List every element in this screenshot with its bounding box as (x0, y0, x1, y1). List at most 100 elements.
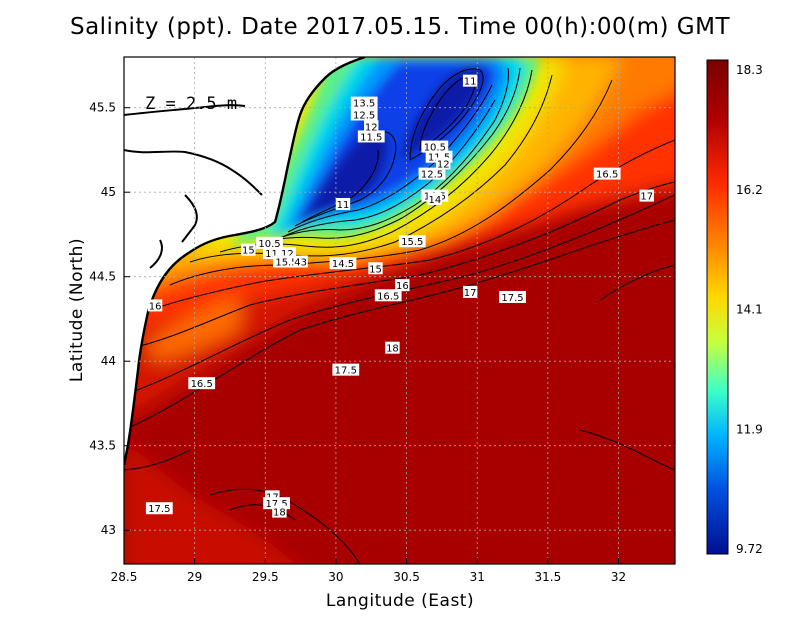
contour-label-text: 16.5 (191, 379, 213, 390)
contour-label-box (147, 299, 163, 312)
contour-label-box (395, 279, 410, 292)
contour-label-box (272, 505, 287, 518)
contour-label-box (593, 167, 621, 180)
colorbar-tick-label: 18.3 (736, 63, 763, 77)
x-tick-label: 30 (328, 570, 343, 584)
contour-label-text: 15.5 (401, 237, 423, 248)
contour-label-box (418, 167, 446, 180)
contour-label: 18 (272, 505, 287, 519)
contour-label-box (188, 377, 216, 390)
contour-label: 12 (436, 157, 451, 170)
contour-label: 11.5 (357, 130, 385, 143)
contour-label-text: 15.5 (275, 257, 297, 268)
contour-label: 11 (462, 74, 478, 88)
contour-label-text: 15 (242, 246, 255, 257)
x-tick-labels: 28.5 29 29.5 30 30.5 31 31.5 32 (111, 558, 626, 584)
inland-borders (124, 104, 263, 269)
colorbar: 18.3 16.2 14.1 11.9 9.72 (706, 59, 763, 556)
land-mask (124, 57, 365, 465)
y-tick-label: 45 (101, 185, 116, 199)
y-tick-label: 43.5 (89, 439, 116, 453)
contour-label: 17 (639, 189, 654, 203)
contour-label-box (368, 262, 383, 275)
contour-label-text: 11 (337, 200, 350, 211)
contour-label-text: 13.5 (353, 99, 375, 110)
contour-labels: 1113.512.51211.510.511.51212.514.5141116… (145, 74, 654, 519)
contour-label: 16.5 (188, 377, 216, 390)
colorbar-tick-label: 14.1 (736, 303, 763, 317)
y-axis-title: Latitude (North) (67, 238, 87, 382)
contour-label: 13.5 (350, 96, 378, 110)
contour-label-text: 17.5 (148, 504, 170, 515)
contour-label-box (335, 198, 351, 211)
contour-label-box (256, 236, 283, 249)
x-tick-label: 29.5 (252, 570, 279, 584)
contour-label-box (364, 120, 379, 133)
contour-label-text: 16.5 (377, 291, 399, 302)
contour-label-box (273, 255, 300, 268)
contour-label-box (462, 285, 478, 298)
y-tick-label: 43 (101, 523, 116, 537)
coastline (124, 57, 366, 466)
contour-label: 15 (368, 262, 383, 275)
contour-label-text: 18 (273, 508, 286, 519)
contour-label-text: 17.5 (501, 293, 523, 304)
contour-label: 16.5 (593, 167, 621, 181)
contour-label: 17.5 (145, 502, 173, 515)
contour-label-box (293, 255, 308, 268)
contour-label-box (427, 192, 443, 205)
contour-label-text: 14.5 (332, 259, 354, 270)
contour-label: 11 (335, 198, 351, 211)
colorbar-tick-label: 11.9 (736, 422, 763, 436)
contour-label: 12.5 (350, 108, 378, 121)
contour-label: 15 (241, 243, 256, 257)
contour-label-box (385, 341, 400, 354)
x-tick-label: 29 (187, 570, 202, 584)
y-tick-label: 44.5 (89, 270, 116, 284)
contour-label-text: 17 (464, 288, 477, 299)
contour-label-text: 14 (428, 195, 441, 206)
contour-label: 17.5 (332, 363, 360, 377)
contour-label-text: 43 (294, 257, 307, 268)
contour-label: 43 (293, 255, 308, 268)
contour-label-text: 11 (464, 77, 477, 88)
contour-label-text: 10.5 (258, 239, 280, 250)
contour-label: 18 (385, 341, 400, 355)
contour-label-box (374, 289, 402, 302)
contour-label-box (145, 502, 173, 515)
x-tick-label: 31 (470, 570, 485, 584)
x-tick-label: 30.5 (393, 570, 420, 584)
contour-label-box (350, 108, 378, 121)
contour-label-text: 11.5 (360, 132, 382, 143)
y-tick-labels: 43 43.5 44 44.5 45 45.5 (89, 101, 130, 537)
colorbar-ramp (706, 59, 729, 555)
contour-label-box (421, 140, 449, 153)
contour-label-box (332, 363, 360, 376)
contour-label-text: 16.5 (596, 170, 618, 181)
x-axis-title: Langitude (East) (326, 591, 474, 611)
contour-label-box (241, 243, 256, 256)
contour-label-box (462, 74, 478, 87)
contour-label: 17.5 (499, 290, 526, 304)
colorbar-tick-labels: 18.3 16.2 14.1 11.9 9.72 (736, 63, 763, 556)
map-title: Salinity (ppt). Date 2017.05.15. Time 00… (69, 14, 731, 40)
grid-lines (124, 57, 675, 564)
contour-label-text: 10.5 (424, 143, 446, 154)
contour-label-text: 12 (365, 122, 378, 133)
contour-label-text: 12.5 (421, 170, 443, 181)
contour-label-text: 18 (386, 344, 399, 355)
contour-label: 12.5 (418, 167, 446, 181)
contour-label-box (262, 247, 296, 260)
contour-label: 12 (364, 120, 379, 133)
x-tick-label: 28.5 (111, 570, 138, 584)
contour-label: 10.5 (421, 140, 449, 154)
contour-label-text: 17.5 (335, 366, 357, 377)
contour-label-box (398, 235, 426, 248)
contour-label-box (499, 290, 526, 303)
contour-label-text: 17.5 (265, 499, 287, 510)
contour-label: 16 (147, 299, 163, 312)
contour-label-text: 16 (396, 281, 409, 292)
contour-label-text: 16 (149, 301, 162, 312)
contour-label: 16.5 (374, 289, 402, 302)
